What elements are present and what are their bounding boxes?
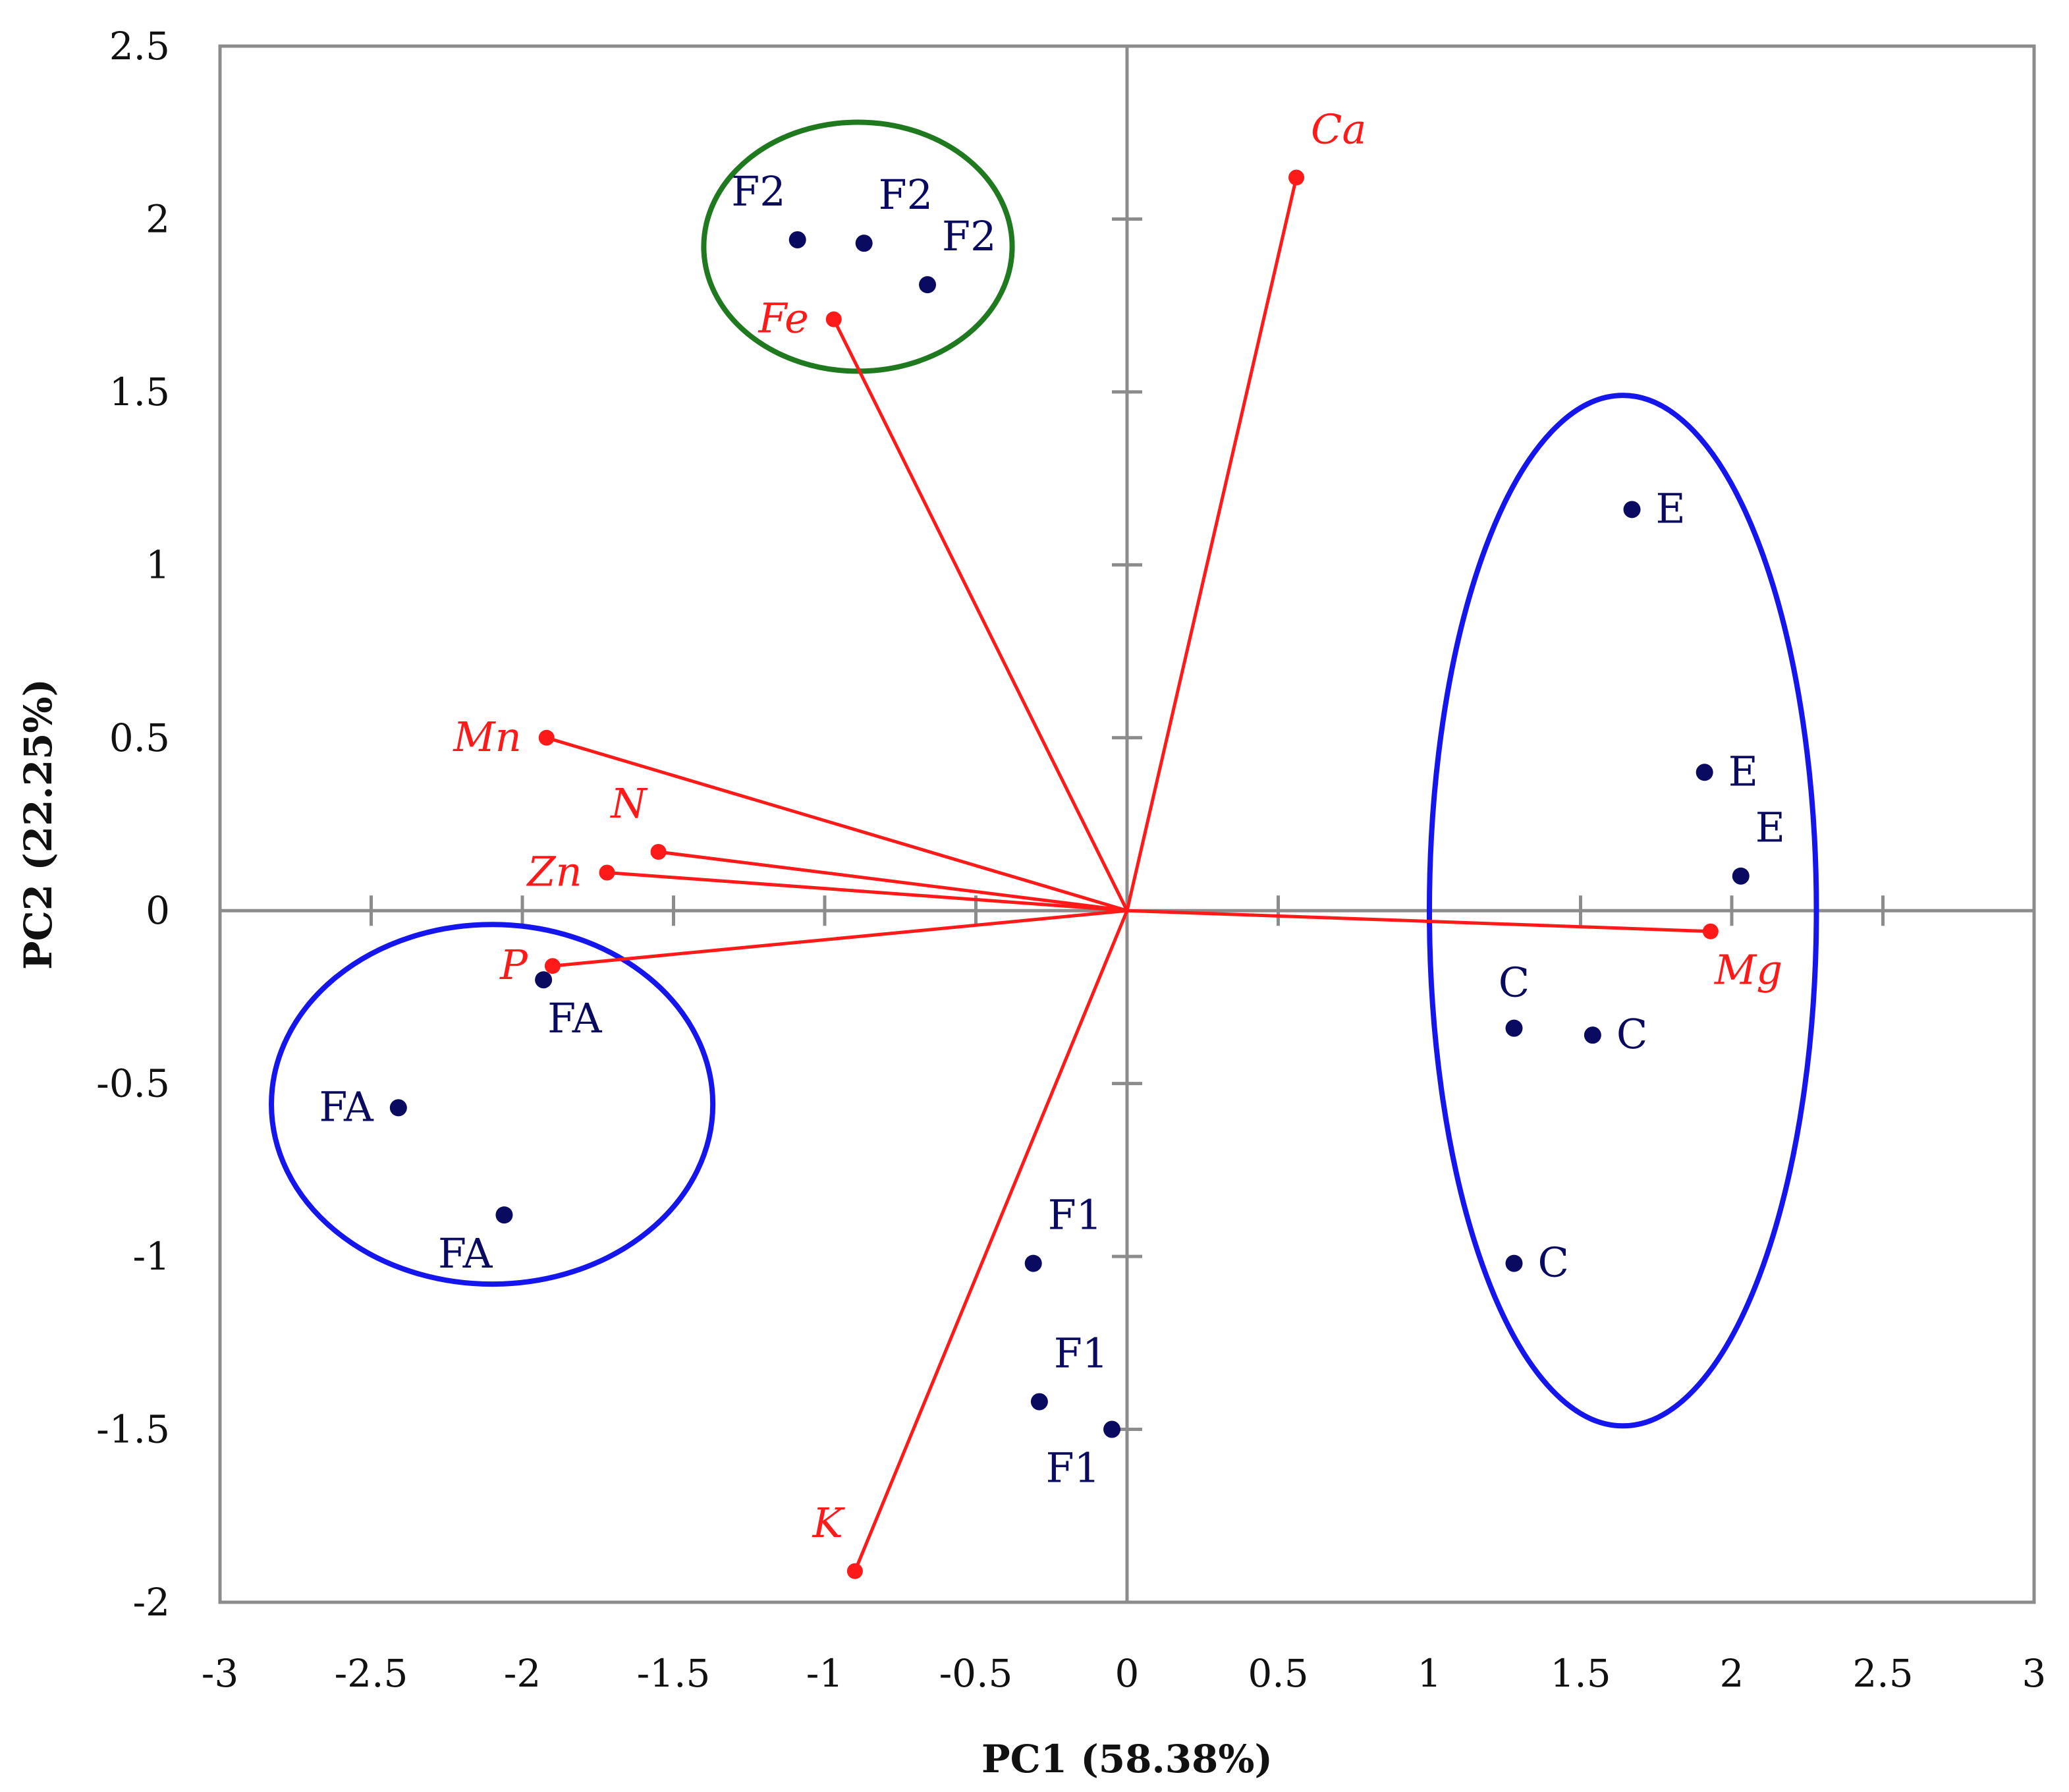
y-tick-label: 0.5 [109, 715, 170, 760]
point-label-FA: FA [438, 1229, 493, 1277]
point-E [1696, 764, 1713, 781]
variable-label-P: P [499, 941, 528, 989]
point-label-E: E [1755, 804, 1785, 852]
point-FA [535, 971, 553, 989]
vector-tip-Ca [1288, 169, 1305, 186]
point-F2 [788, 231, 806, 248]
point-label-C: C [1499, 959, 1530, 1007]
point-F1 [1024, 1254, 1042, 1272]
point-label-FA: FA [547, 994, 603, 1042]
tick-labels: -3 -2.5 -2 -1.5 -1 -0.5 0 0.5 1 1.5 2 2.5 3 2.5 2 1.5 1 0… [96, 24, 2046, 1696]
point-F2 [919, 276, 937, 294]
vector-tip-Mg [1702, 923, 1719, 939]
variable-label-Mn: Mn [453, 713, 521, 761]
x-tick-label: -0.5 [939, 1651, 1013, 1696]
vector-Mn [546, 736, 1128, 912]
point-label-F1: F1 [1054, 1330, 1108, 1378]
x-tick-label: -2.5 [335, 1651, 408, 1696]
point-E [1623, 501, 1641, 518]
y-tick-label: -1 [133, 1234, 171, 1279]
variable-label-K: K [812, 1499, 846, 1547]
point-F1 [1030, 1393, 1048, 1411]
vector-tip-Fe [825, 311, 842, 327]
vector-P [552, 909, 1128, 968]
y-tick-label: -1.5 [96, 1407, 170, 1452]
vector-tip-Zn [599, 864, 615, 881]
point-F1 [1103, 1420, 1121, 1438]
x-tick-label: 2.5 [1852, 1651, 1913, 1696]
vector-Fe [832, 318, 1129, 912]
point-FA [495, 1206, 513, 1224]
point-label-E: E [1728, 747, 1758, 795]
y-tick-label: 1.5 [109, 370, 170, 414]
y-tick-label: -0.5 [96, 1061, 170, 1106]
point-label-E: E [1656, 484, 1686, 532]
x-tick-label: 1.5 [1550, 1651, 1611, 1696]
point-C [1505, 1254, 1523, 1272]
point-label-F1: F1 [1046, 1444, 1100, 1492]
x-tick-label: 0.5 [1248, 1651, 1308, 1696]
x-tick-label: -1 [806, 1651, 844, 1696]
group-ellipses [269, 119, 1819, 1429]
vector-tip-Mn [538, 729, 555, 746]
y-tick-label: -2 [133, 1580, 171, 1625]
vector-Ca [1125, 177, 1298, 911]
y-tick-label: 2 [146, 196, 170, 241]
point-FA [389, 1099, 407, 1117]
group-ellipse-FA-group [269, 922, 716, 1287]
variable-label-Zn: Zn [526, 847, 582, 895]
x-tick-label: -3 [202, 1651, 239, 1696]
variable-label-Fe: Fe [758, 294, 808, 343]
point-E [1732, 867, 1750, 885]
y-tick-label: 0 [146, 888, 170, 933]
y-axis-title: PC2 (22.25%) [16, 679, 61, 970]
point-label-F2: F2 [942, 212, 996, 260]
vector-Zn [607, 870, 1128, 912]
variable-label-Ca: Ca [1311, 105, 1366, 153]
vector-tip-N [650, 843, 667, 860]
vector-Mg [1126, 909, 1711, 934]
variable-label-Mg: Mg [1714, 946, 1782, 994]
y-tick-label: 2.5 [109, 24, 170, 69]
x-tick-label: 3 [2022, 1651, 2047, 1696]
x-tick-label: 2 [1720, 1651, 1744, 1696]
vector-K [853, 910, 1129, 1572]
x-axis-title: PC1 (58.38%) [981, 1737, 1273, 1781]
vector-tip-K [846, 1563, 863, 1579]
point-label-F1: F1 [1048, 1191, 1102, 1239]
vector-tip-P [544, 958, 561, 974]
point-C [1584, 1026, 1601, 1044]
point-C [1505, 1019, 1523, 1037]
group-ellipse-E-C-group [1427, 393, 1819, 1429]
x-tick-label: 0 [1115, 1651, 1140, 1696]
variable-label-N: N [609, 779, 648, 827]
point-F2 [855, 235, 873, 252]
x-tick-label: -2 [504, 1651, 541, 1696]
point-label-F2: F2 [879, 171, 933, 219]
point-label-FA: FA [319, 1082, 374, 1131]
variable-vectors: Ca Fe Mn N Zn P Mg K [453, 105, 1782, 1579]
point-label-F2: F2 [731, 167, 785, 215]
point-label-C: C [1616, 1010, 1647, 1058]
x-tick-label: 1 [1418, 1651, 1442, 1696]
x-tick-label: -1.5 [637, 1651, 711, 1696]
vector-N [658, 850, 1128, 912]
y-tick-label: 1 [146, 542, 170, 587]
point-label-C: C [1538, 1239, 1569, 1287]
